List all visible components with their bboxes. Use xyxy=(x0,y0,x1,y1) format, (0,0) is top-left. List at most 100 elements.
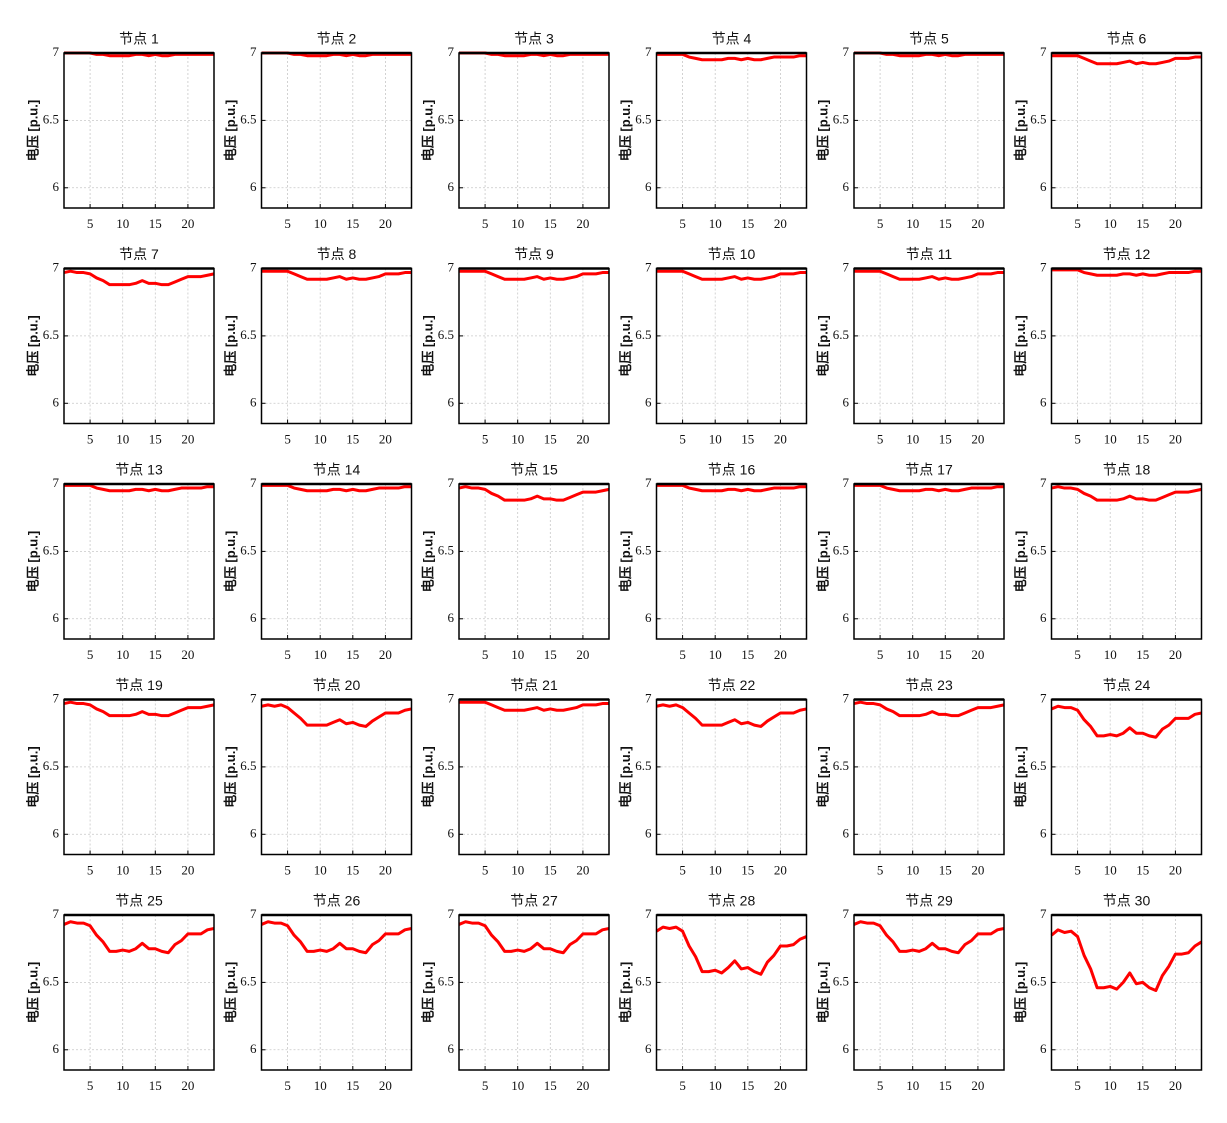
y-tick-label: 7 xyxy=(843,259,850,274)
y-tick-label: 6.5 xyxy=(635,327,651,342)
x-tick-label: 10 xyxy=(116,862,129,877)
subplot: 5 10 15 20 6 6.5 7 节点 20 电压 [p.u.] xyxy=(223,677,413,877)
y-tick-label: 7 xyxy=(645,44,652,59)
y-axis-label: 电压 [p.u.] xyxy=(815,531,830,592)
subplot-title: 节点 12 xyxy=(1103,246,1151,262)
y-tick-label: 6.5 xyxy=(43,111,59,126)
subplot-title: 节点 11 xyxy=(906,246,953,262)
subplot-title: 节点 21 xyxy=(510,677,558,693)
x-tick-label: 20 xyxy=(971,647,984,662)
plot-area xyxy=(64,484,214,639)
x-tick-label: 15 xyxy=(1136,216,1149,231)
x-tick-label: 20 xyxy=(774,862,787,877)
y-tick-label: 6.5 xyxy=(635,542,651,557)
data-line xyxy=(63,920,215,955)
x-tick-label: 20 xyxy=(379,647,392,662)
subplot: 5 10 15 20 6 6.5 7 节点 9 电压 [p.u.] xyxy=(420,246,610,446)
y-tick-label: 6 xyxy=(250,610,257,625)
subplot-title: 节点 24 xyxy=(1103,677,1151,693)
x-tick-label: 20 xyxy=(576,647,589,662)
x-tick-label: 10 xyxy=(314,647,327,662)
y-tick-label: 7 xyxy=(250,906,257,921)
x-tick-label: 5 xyxy=(87,216,94,231)
y-tick-label: 6 xyxy=(53,825,60,840)
subplot-title: 节点 8 xyxy=(317,246,357,262)
y-axis-label: 电压 [p.u.] xyxy=(420,746,435,807)
x-tick-label: 5 xyxy=(284,647,291,662)
data-line xyxy=(656,483,807,493)
subplot: 5 10 15 20 6 6.5 7 节点 29 电压 [p.u.] xyxy=(815,893,1005,1093)
plot-area xyxy=(656,915,807,1070)
subplot-title: 节点 7 xyxy=(119,246,159,262)
subplot: 5 10 15 20 6 6.5 7 节点 28 电压 [p.u.] xyxy=(618,893,808,1093)
x-tick-label: 10 xyxy=(906,431,919,446)
y-axis-label: 电压 [p.u.] xyxy=(1013,531,1028,592)
x-tick-label: 20 xyxy=(576,1078,589,1093)
y-tick-label: 6.5 xyxy=(438,758,454,773)
x-tick-label: 20 xyxy=(1169,862,1182,877)
data-line xyxy=(261,703,412,728)
y-tick-label: 7 xyxy=(250,475,257,490)
y-axis-label: 电压 [p.u.] xyxy=(618,962,633,1023)
x-tick-label: 20 xyxy=(774,647,787,662)
x-tick-label: 5 xyxy=(482,1078,489,1093)
y-tick-label: 7 xyxy=(645,259,652,274)
subplot: 5 10 15 20 6 6.5 7 节点 15 电压 [p.u.] xyxy=(420,462,610,662)
x-tick-label: 5 xyxy=(877,431,884,446)
y-axis-label: 电压 [p.u.] xyxy=(25,531,40,592)
subplot-title: 节点 5 xyxy=(909,31,949,47)
y-tick-label: 7 xyxy=(843,44,850,59)
x-tick-label: 15 xyxy=(939,862,952,877)
x-tick-label: 5 xyxy=(679,647,686,662)
y-tick-label: 7 xyxy=(250,259,257,274)
subplot: 5 10 15 20 6 6.5 7 节点 11 电压 [p.u.] xyxy=(815,246,1005,446)
x-tick-label: 15 xyxy=(149,431,162,446)
y-axis-label: 电压 [p.u.] xyxy=(223,746,238,807)
x-tick-label: 5 xyxy=(482,431,489,446)
data-line xyxy=(63,700,215,718)
subplot-title: 节点 27 xyxy=(510,893,558,909)
y-axis-label: 电压 [p.u.] xyxy=(815,100,830,161)
plot-area xyxy=(459,699,609,855)
y-tick-label: 7 xyxy=(448,475,455,490)
x-tick-label: 10 xyxy=(1104,647,1117,662)
x-tick-label: 15 xyxy=(1136,431,1149,446)
x-tick-label: 15 xyxy=(741,862,754,877)
x-tick-label: 20 xyxy=(971,1078,984,1093)
y-tick-label: 7 xyxy=(53,44,60,59)
subplot-title: 节点 14 xyxy=(313,462,361,478)
x-tick-label: 15 xyxy=(346,647,359,662)
x-tick-label: 10 xyxy=(511,216,524,231)
x-tick-label: 20 xyxy=(774,431,787,446)
x-tick-label: 15 xyxy=(939,431,952,446)
x-tick-label: 10 xyxy=(116,431,129,446)
data-line xyxy=(458,920,610,955)
y-tick-label: 6 xyxy=(843,1041,850,1056)
x-tick-label: 20 xyxy=(576,216,589,231)
subplot: 5 10 15 20 6 6.5 7 节点 25 电压 [p.u.] xyxy=(25,893,215,1093)
y-axis-label: 电压 [p.u.] xyxy=(815,315,830,376)
subplot-title: 节点 6 xyxy=(1107,31,1147,47)
x-tick-label: 10 xyxy=(906,1078,919,1093)
x-tick-label: 5 xyxy=(87,647,94,662)
x-tick-label: 10 xyxy=(116,216,129,231)
plot-area xyxy=(854,699,1004,855)
y-tick-label: 6 xyxy=(53,610,60,625)
y-tick-label: 6.5 xyxy=(635,973,651,988)
y-axis-label: 电压 [p.u.] xyxy=(618,315,633,376)
x-tick-label: 5 xyxy=(877,862,884,877)
y-axis-label: 电压 [p.u.] xyxy=(420,531,435,592)
x-tick-label: 20 xyxy=(1169,216,1182,231)
x-tick-label: 15 xyxy=(1136,647,1149,662)
x-tick-label: 20 xyxy=(1169,431,1182,446)
x-tick-label: 10 xyxy=(709,431,722,446)
plot-area xyxy=(656,268,807,424)
y-axis-label: 电压 [p.u.] xyxy=(25,100,40,161)
y-axis-label: 电压 [p.u.] xyxy=(25,962,40,1023)
subplot: 5 10 15 20 6 6.5 7 节点 1 电压 [p.u.] xyxy=(25,31,215,231)
y-tick-label: 6.5 xyxy=(635,758,651,773)
x-tick-label: 10 xyxy=(511,647,524,662)
plot-area xyxy=(64,268,214,424)
subplot: 5 10 15 20 6 6.5 7 节点 10 电压 [p.u.] xyxy=(618,246,808,446)
